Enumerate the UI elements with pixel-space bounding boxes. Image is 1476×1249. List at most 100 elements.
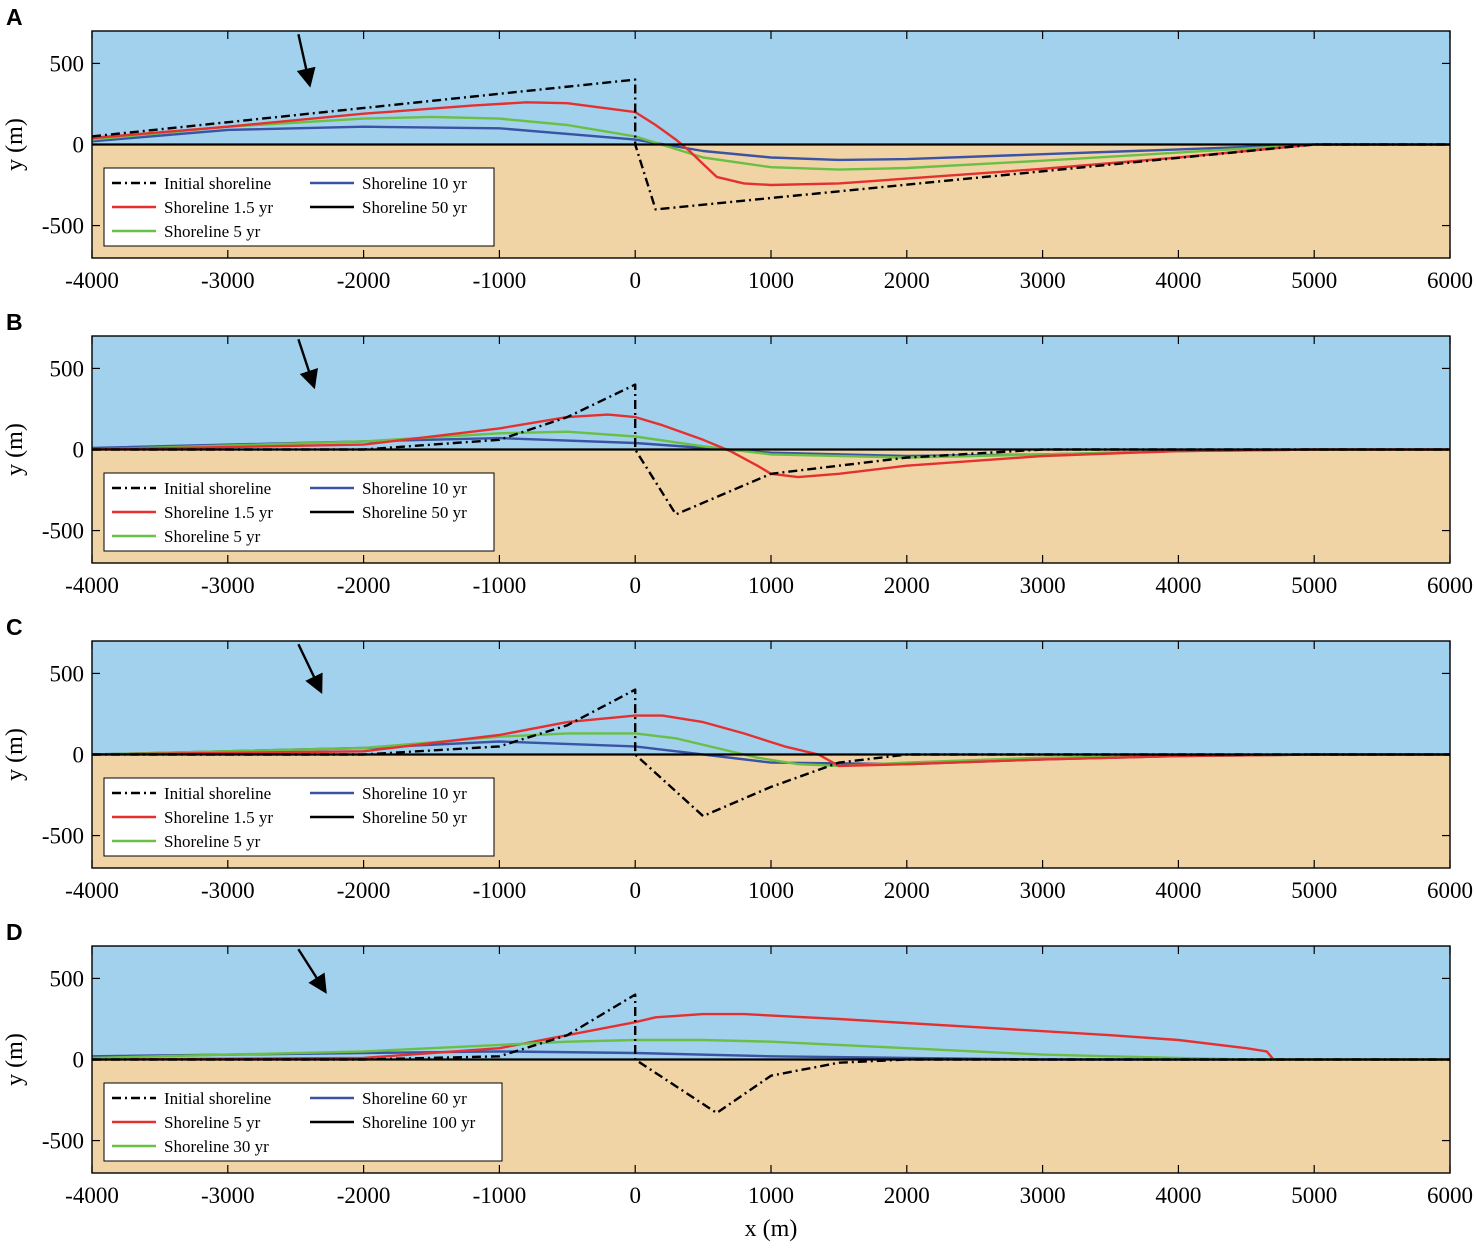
x-tick-label: -4000 xyxy=(65,878,119,903)
x-tick-label: 1000 xyxy=(748,268,794,293)
y-tick-label: 500 xyxy=(50,661,85,686)
series-line-shoreline-5-yr xyxy=(91,115,1450,171)
y-tick-label: -500 xyxy=(42,519,84,544)
legend-entry: Shoreline 100 yr xyxy=(362,1113,476,1132)
y-axis-label: y (m) xyxy=(2,423,28,476)
x-tick-label: 6000 xyxy=(1427,268,1473,293)
series-line-initial-shoreline xyxy=(92,383,1450,516)
legend-entry: Shoreline 1.5 yr xyxy=(164,198,273,217)
legend-entry: Shoreline 5 yr xyxy=(164,832,261,851)
panel-letter: D xyxy=(6,919,23,945)
x-tick-label: -4000 xyxy=(65,268,119,293)
x-tick-label: -2000 xyxy=(337,1183,391,1208)
legend: Initial shoreline Shoreline 60 yr Shorelin… xyxy=(103,1082,503,1162)
x-tick-label: 4000 xyxy=(1155,573,1201,598)
legend-entry: Shoreline 50 yr xyxy=(362,198,467,217)
legend-box xyxy=(103,777,495,857)
x-tick-label: 3000 xyxy=(1020,573,1066,598)
legend-entry: Shoreline 50 yr xyxy=(362,808,467,827)
x-tick-label: 3000 xyxy=(1020,878,1066,903)
x-tick-label: 3000 xyxy=(1020,268,1066,293)
x-tick-label: 0 xyxy=(629,1183,641,1208)
x-tick-label: 6000 xyxy=(1427,1183,1473,1208)
legend-box xyxy=(103,1082,503,1162)
legend-entry: Shoreline 5 yr xyxy=(164,1113,261,1132)
y-tick-label: 500 xyxy=(50,966,85,991)
y-tick-label: 0 xyxy=(73,743,85,768)
legend-entry: Shoreline 1.5 yr xyxy=(164,503,273,522)
panel-letter: A xyxy=(6,4,23,30)
x-tick-label: -1000 xyxy=(473,573,527,598)
x-tick-label: 5000 xyxy=(1291,878,1337,903)
x-tick-label: 5000 xyxy=(1291,1183,1337,1208)
x-tick-label: 4000 xyxy=(1155,1183,1201,1208)
y-tick-label: 500 xyxy=(50,51,85,76)
x-tick-label: -4000 xyxy=(65,1183,119,1208)
x-tick-label: -1000 xyxy=(473,268,527,293)
legend-entry: Shoreline 60 yr xyxy=(362,1089,467,1108)
legend: Initial shoreline Shoreline 10 yr Shorelin… xyxy=(103,167,495,247)
legend-entry: Shoreline 1.5 yr xyxy=(164,808,273,827)
x-tick-label: 1000 xyxy=(748,1183,794,1208)
series-line-initial-shoreline xyxy=(92,688,1450,818)
series-line-shoreline-5-yr xyxy=(91,1012,1450,1061)
x-tick-label: 1000 xyxy=(748,573,794,598)
y-tick-label: 0 xyxy=(73,133,85,158)
y-tick-label: 0 xyxy=(73,438,85,463)
x-tick-label: 0 xyxy=(629,573,641,598)
legend-entry: Initial shoreline xyxy=(164,1089,271,1108)
legend-box xyxy=(103,167,495,247)
panel-c: -4000 -3000 -2000 -1000 0 1000 2000 3000 4000 500… xyxy=(2,614,1473,903)
x-tick-label: 4000 xyxy=(1155,268,1201,293)
x-tick-label: 4000 xyxy=(1155,878,1201,903)
series-line-shoreline-1-5-yr xyxy=(91,714,1450,768)
y-axis-label: y (m) xyxy=(2,118,28,171)
x-tick-label: 1000 xyxy=(748,878,794,903)
legend-entry: Initial shoreline xyxy=(164,479,271,498)
legend-entry: Shoreline 10 yr xyxy=(362,784,467,803)
x-tick-label: -3000 xyxy=(201,573,255,598)
y-tick-label: 0 xyxy=(73,1048,85,1073)
wave-direction-arrow xyxy=(297,643,323,694)
series-line-shoreline-1-5-yr xyxy=(91,101,1450,187)
x-tick-label: -3000 xyxy=(201,268,255,293)
legend-entry: Shoreline 50 yr xyxy=(362,503,467,522)
x-tick-label: 2000 xyxy=(884,878,930,903)
x-tick-label: 6000 xyxy=(1427,573,1473,598)
x-tick-label: -1000 xyxy=(473,1183,527,1208)
legend-entry: Shoreline 30 yr xyxy=(164,1137,269,1156)
series-line-shoreline-1-5-yr xyxy=(91,413,1450,479)
legend: Initial shoreline Shoreline 10 yr Shorelin… xyxy=(103,472,495,552)
x-tick-label: -2000 xyxy=(337,878,391,903)
legend-entry: Shoreline 10 yr xyxy=(362,479,467,498)
panel-b: -4000 -3000 -2000 -1000 0 1000 2000 3000 4000 500… xyxy=(2,309,1473,598)
legend-entry: Initial shoreline xyxy=(164,784,271,803)
x-tick-label: 0 xyxy=(629,268,641,293)
x-tick-label: 5000 xyxy=(1291,268,1337,293)
x-tick-label: -3000 xyxy=(201,1183,255,1208)
series-line-initial-shoreline xyxy=(92,993,1450,1115)
y-axis-label: y (m) xyxy=(2,1033,28,1086)
panel-d: -4000 -3000 -2000 -1000 0 1000 2000 3000 4000 500… xyxy=(2,919,1473,1242)
legend: Initial shoreline Shoreline 10 yr Shorelin… xyxy=(103,777,495,857)
y-tick-label: 500 xyxy=(50,356,85,381)
x-tick-label: -2000 xyxy=(337,573,391,598)
x-tick-label: 6000 xyxy=(1427,878,1473,903)
legend-entry: Shoreline 5 yr xyxy=(164,222,261,241)
legend-entry: Shoreline 5 yr xyxy=(164,527,261,546)
x-tick-label: -3000 xyxy=(201,878,255,903)
x-tick-label: 0 xyxy=(629,878,641,903)
panel-a: -4000 -3000 -2000 -1000 0 1000 2000 3000 4000 500… xyxy=(2,4,1473,293)
x-axis-label: x (m) xyxy=(745,1216,798,1242)
y-axis-label: y (m) xyxy=(2,728,28,781)
series-line-shoreline-10-yr xyxy=(91,125,1450,162)
x-tick-label: 2000 xyxy=(884,573,930,598)
legend-entry: Shoreline 10 yr xyxy=(362,174,467,193)
legend-entry: Initial shoreline xyxy=(164,174,271,193)
x-tick-label: -4000 xyxy=(65,573,119,598)
panel-letter: B xyxy=(6,309,23,335)
y-tick-label: -500 xyxy=(42,824,84,849)
x-tick-label: -2000 xyxy=(337,268,391,293)
wave-direction-arrow xyxy=(296,33,316,88)
